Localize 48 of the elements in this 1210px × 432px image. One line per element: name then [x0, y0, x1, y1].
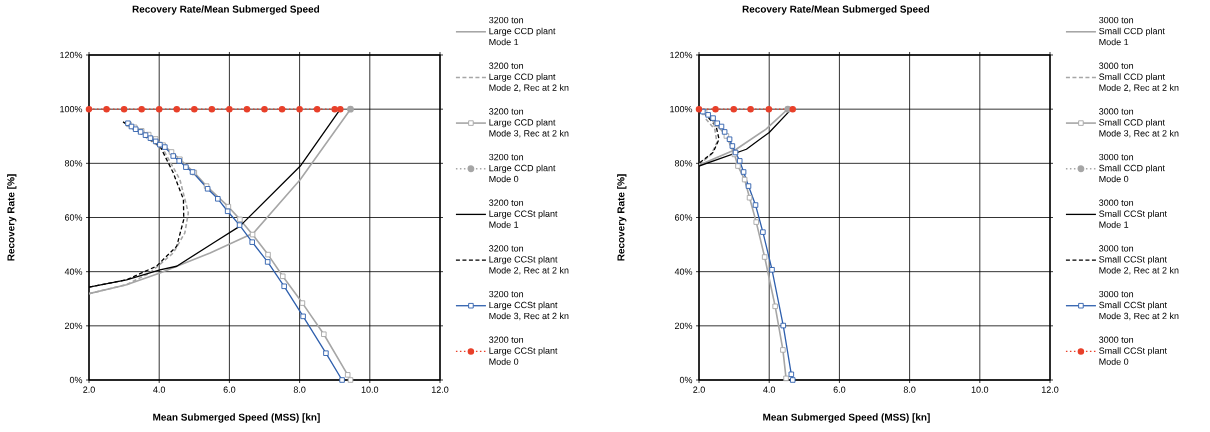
chart-title: Recovery Rate/Mean Submerged Speed: [132, 5, 320, 15]
y-tick-label: 80%: [64, 160, 83, 167]
legend-label: 3000 ton Small CCSt plant Mode 2, Rec at 2 kn: [1099, 245, 1179, 275]
legend-label: 3000 ton Small CCD plant Mode 1: [1099, 16, 1165, 46]
y-tick-label: 100%: [60, 105, 83, 113]
y-tick-label: 60%: [64, 214, 83, 221]
x-tick-label: 4.0: [763, 386, 776, 393]
x-tick-label: 10.0: [971, 386, 989, 393]
legend-label: 3000 ton Small CCD plant Mode 2, Rec at 2 kn: [1099, 62, 1179, 92]
y-axis-title: Recovery Rate [%]: [7, 174, 17, 261]
x-axis-title: Mean Submerged Speed (MSS) [kn]: [153, 413, 320, 423]
legend-label: 3200 ton Large CCSt plant Mode 3, Rec at 2 kn: [489, 290, 569, 321]
x-tick-label: 4.0: [153, 386, 166, 393]
y-tick-label: 120%: [60, 51, 83, 59]
y-tick-label: 100%: [670, 105, 693, 113]
y-tick-label: 20%: [64, 322, 83, 330]
x-tick-label: 12.0: [1041, 386, 1059, 393]
y-axis-title: Recovery Rate [%]: [617, 174, 627, 261]
y-tick-label: 0%: [69, 376, 83, 384]
x-tick-label: 10.0: [361, 386, 379, 393]
legend-label: 3000 ton Small CCSt plant Mode 1: [1099, 199, 1167, 228]
x-tick-label: 8.0: [293, 386, 306, 393]
y-tick-label: 40%: [674, 268, 693, 275]
legend-label: 3000 ton Small CCD plant Mode 0: [1099, 153, 1165, 183]
legend-label: 3200 ton Large CCSt plant Mode 0: [489, 336, 558, 365]
x-tick-label: 6.0: [833, 386, 846, 393]
y-tick-label: 120%: [670, 51, 693, 59]
legend-label: 3200 ton Large CCSt plant Mode 2, Rec at 2 kn: [489, 245, 569, 275]
legend-label: 3200 ton Large CCSt plant Mode 1: [489, 199, 558, 228]
y-tick-label: 40%: [64, 268, 83, 275]
x-tick-label: 12.0: [431, 386, 449, 393]
y-tick-label: 20%: [675, 322, 693, 330]
x-tick-label: 6.0: [223, 386, 236, 393]
legend-label: 3200 ton Large CCD plant Mode 1: [489, 16, 556, 46]
x-tick-label: 2.0: [83, 386, 95, 393]
y-tick-label: 80%: [674, 160, 693, 167]
x-tick-label: 2.0: [693, 386, 705, 393]
legend-label: 3200 ton Large CCD plant Mode 3, Rec at 2 kn: [489, 108, 569, 138]
legend-label: 3000 ton Small CCD plant Mode 3, Rec at 2 kn: [1099, 108, 1179, 138]
legend-label: 3200 ton Large CCD plant Mode 0: [489, 153, 556, 183]
chart-title: Recovery Rate/Mean Submerged Speed: [742, 5, 930, 15]
legend-label: 3000 ton Small CCSt plant Mode 3, Rec at 2 kn: [1099, 290, 1179, 321]
x-axis-title: Mean Submerged Speed (MSS) [kn]: [763, 413, 930, 423]
y-tick-label: 0%: [679, 376, 693, 384]
legend-label: 3000 ton Small CCSt plant Mode 0: [1099, 336, 1167, 365]
x-tick-label: 8.0: [903, 386, 916, 393]
legend-label: 3200 ton Large CCD plant Mode 2, Rec at 2 kn: [489, 62, 569, 92]
y-tick-label: 60%: [675, 214, 693, 221]
